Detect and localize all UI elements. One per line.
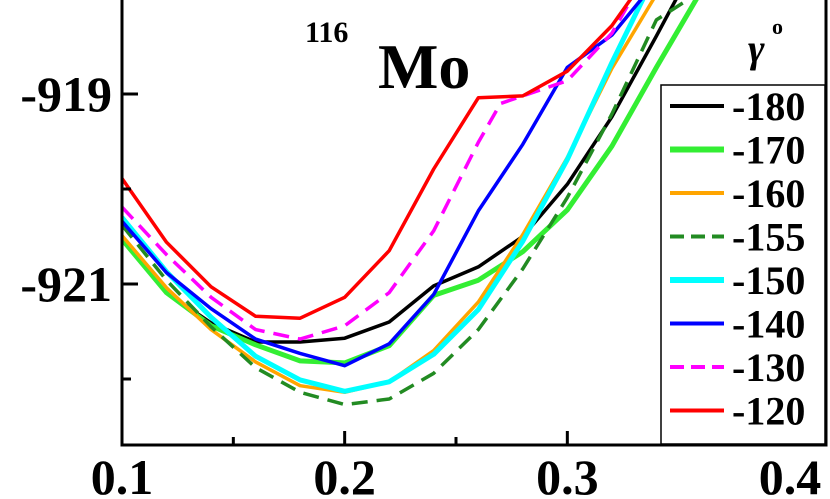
title-main: Mo <box>378 31 470 102</box>
series-line-4 <box>122 0 646 394</box>
legend-label-5: -140 <box>732 302 805 347</box>
legend-title-superscript: o <box>772 14 783 39</box>
legend-label-4: -150 <box>732 258 805 303</box>
legend: γ o -180-170-160-155-150-140-130-120 <box>660 14 826 445</box>
y-tick-label: -919 <box>20 66 112 122</box>
series-line-7 <box>122 0 633 320</box>
legend-label-0: -180 <box>732 84 805 129</box>
legend-box <box>660 84 826 445</box>
legend-label-3: -155 <box>732 215 805 260</box>
legend-title: γ <box>748 26 765 71</box>
legend-label-7: -120 <box>732 389 805 434</box>
x-tick-label: 0.3 <box>536 449 599 499</box>
x-tick-label: 0.4 <box>759 449 822 499</box>
series-line-5 <box>122 0 643 368</box>
x-tick-label: 0.1 <box>91 449 154 499</box>
legend-items: -180-170-160-155-150-140-130-120 <box>670 84 805 434</box>
series-line-6 <box>122 0 633 341</box>
plot-frame <box>120 0 828 447</box>
series-line-3 <box>122 0 691 407</box>
legend-label-2: -160 <box>732 171 805 216</box>
title-superscript: 116 <box>305 16 348 49</box>
series-lines <box>122 0 699 407</box>
axis-ticks: 0.1 0.2 0.3 0.4 -919 -921 <box>20 66 821 499</box>
legend-label-6: -130 <box>732 345 805 390</box>
legend-label-1: -170 <box>732 128 805 173</box>
y-tick-label: -921 <box>20 256 112 312</box>
x-tick-label: 0.2 <box>313 449 376 499</box>
